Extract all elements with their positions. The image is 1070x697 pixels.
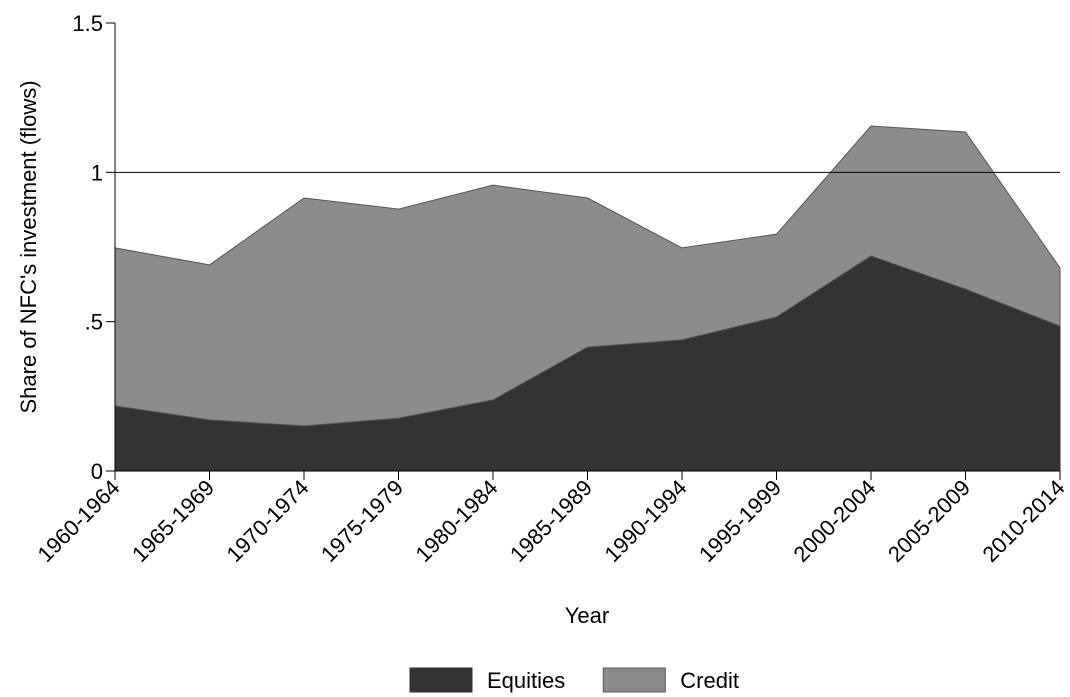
x-tick-label: 1965-1969 [127,475,219,567]
x-axis-label: Year [565,603,609,628]
x-tick-label: 1970-1974 [221,475,313,567]
y-tick-label: 1.5 [72,11,103,36]
area [114,125,1061,427]
y-tick-label: 0 [91,459,103,484]
x-tick-label: 1975-1979 [316,475,408,567]
x-tick-label: 2010-2014 [977,475,1069,567]
y-tick-label: 1 [91,160,103,185]
legend-label: Credit [680,668,739,693]
y-tick-label: .5 [85,310,103,335]
x-tick-label: 1960-1964 [32,475,124,567]
x-tick-label: 2000-2004 [788,475,880,567]
x-tick-label: 1985-1989 [505,475,597,567]
x-tick-label: 1980-1984 [410,475,502,567]
y-axis-label: Share of NFC's investment (flows) [16,80,41,413]
x-tick-label: 1990-1994 [599,475,691,567]
legend-swatch [409,667,473,693]
legend-swatch [602,667,666,693]
legend-label: Equities [487,668,565,693]
x-tick-label: 2005-2009 [883,475,975,567]
x-tick-label: 1995-1999 [694,475,786,567]
